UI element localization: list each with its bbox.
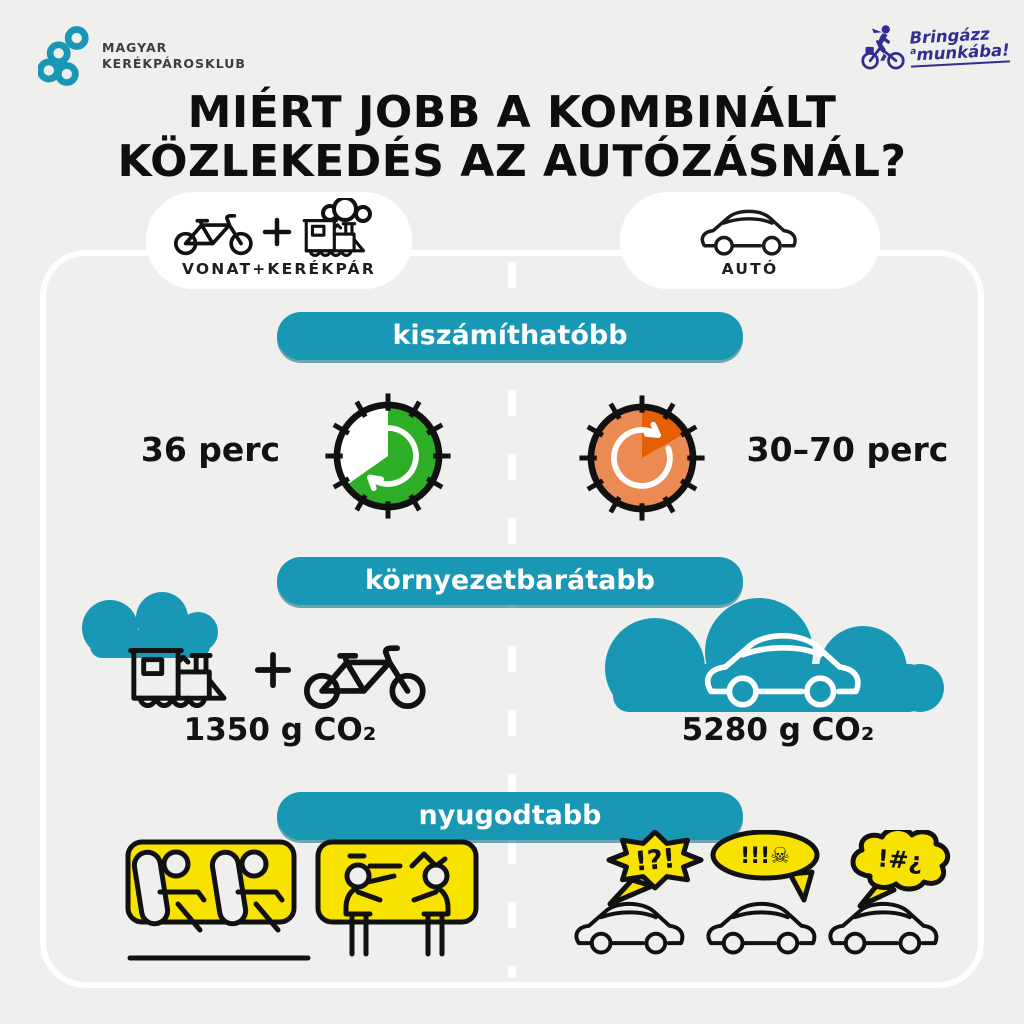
bubble-text: !?!: [634, 843, 677, 877]
title-line1: MIÉRT JOBB A KOMBINÁLT: [187, 87, 837, 138]
column-label-car: AUTÓ: [721, 260, 779, 278]
speech-bubble-icon: [710, 830, 820, 881]
section-pill-eco: környezetbarátabb: [277, 557, 743, 605]
bubble-tail: [607, 877, 655, 907]
car-icon: [828, 901, 939, 955]
plus-icon: [265, 220, 289, 244]
page-title: MIÉRT JOBB A KOMBINÁLT KÖZLEKEDÉS AZ AUT…: [0, 88, 1024, 187]
kerekparosklub-rings-icon: [38, 26, 89, 86]
brand-bringazz-a-munkaba: Bringázz amunkába!: [860, 22, 1011, 70]
passenger-seat-icon: [209, 849, 285, 933]
bicycle-plus-train-icons: [174, 198, 372, 258]
cloud-bubble-icon: [850, 830, 951, 892]
section-pill-predictable: kiszámíthatóbb: [277, 312, 743, 360]
clockwise-arrow-icon: [611, 421, 673, 489]
mountains-icon: [409, 851, 448, 869]
brand-right-line2: munkába!: [916, 40, 1011, 65]
train-interior-illustration: [125, 839, 479, 961]
dashed-road-divider: [508, 262, 516, 978]
cyclist-icon: [861, 25, 905, 70]
car-icon: [706, 901, 817, 955]
counterclockwise-arrow-icon: [367, 425, 419, 492]
car-co2-value: 5280 g CO₂: [681, 712, 875, 748]
bicycle-icon: [307, 648, 423, 706]
car-icon: [574, 901, 685, 955]
brand-left-line1: MAGYAR: [102, 39, 168, 55]
starburst-bubble-icon: [606, 830, 704, 891]
speed-lines-icon: [347, 853, 403, 869]
bubble-text: !#¿: [877, 844, 924, 875]
brand-left-line2: KERÉKPÁROSKLUB: [102, 56, 246, 71]
traffic-jam-illustration: !?! !!!☠ !#¿: [574, 830, 951, 955]
passenger-seat-icon: [131, 849, 207, 933]
green-clock-icon: [325, 393, 451, 519]
train-plus-bike-icons: [112, 626, 492, 721]
comparison-card: [40, 250, 984, 988]
title-line2: KÖZLEKEDÉS AZ AUTÓZÁSNÁL?: [117, 136, 907, 188]
plus-icon: [258, 655, 288, 685]
train-window-icon: [315, 839, 479, 925]
brand-magyar-kerekparosklub: MAGYAR KERÉKPÁROSKLUB: [38, 26, 246, 86]
smoke-icon: [321, 198, 372, 223]
column-label-train-bike: VONAT+KERÉKPÁR: [181, 260, 377, 278]
train-bike-co2-value: 1350 g CO₂: [183, 712, 377, 748]
car-icon: [700, 209, 797, 256]
steam-train-icon: [131, 651, 224, 706]
seated-passenger-icon: [411, 862, 451, 957]
column-header-train-bike: VONAT+KERÉKPÁR: [146, 192, 412, 289]
car-time-value: 30–70 perc: [746, 430, 949, 469]
bicycle-icon: [174, 213, 253, 256]
window-sill-line: [365, 873, 397, 885]
column-header-car: AUTÓ: [620, 192, 880, 289]
section-pill-calm: nyugodtabb: [277, 792, 743, 840]
train-bike-time-value: 36 perc: [140, 430, 281, 469]
bubble-text: !!!☠: [740, 844, 790, 869]
steam-train-icon: [302, 219, 366, 258]
seated-passenger-icon: [343, 862, 383, 957]
orange-clock-icon: [579, 395, 705, 521]
car-in-cloud-icon: [693, 618, 873, 718]
